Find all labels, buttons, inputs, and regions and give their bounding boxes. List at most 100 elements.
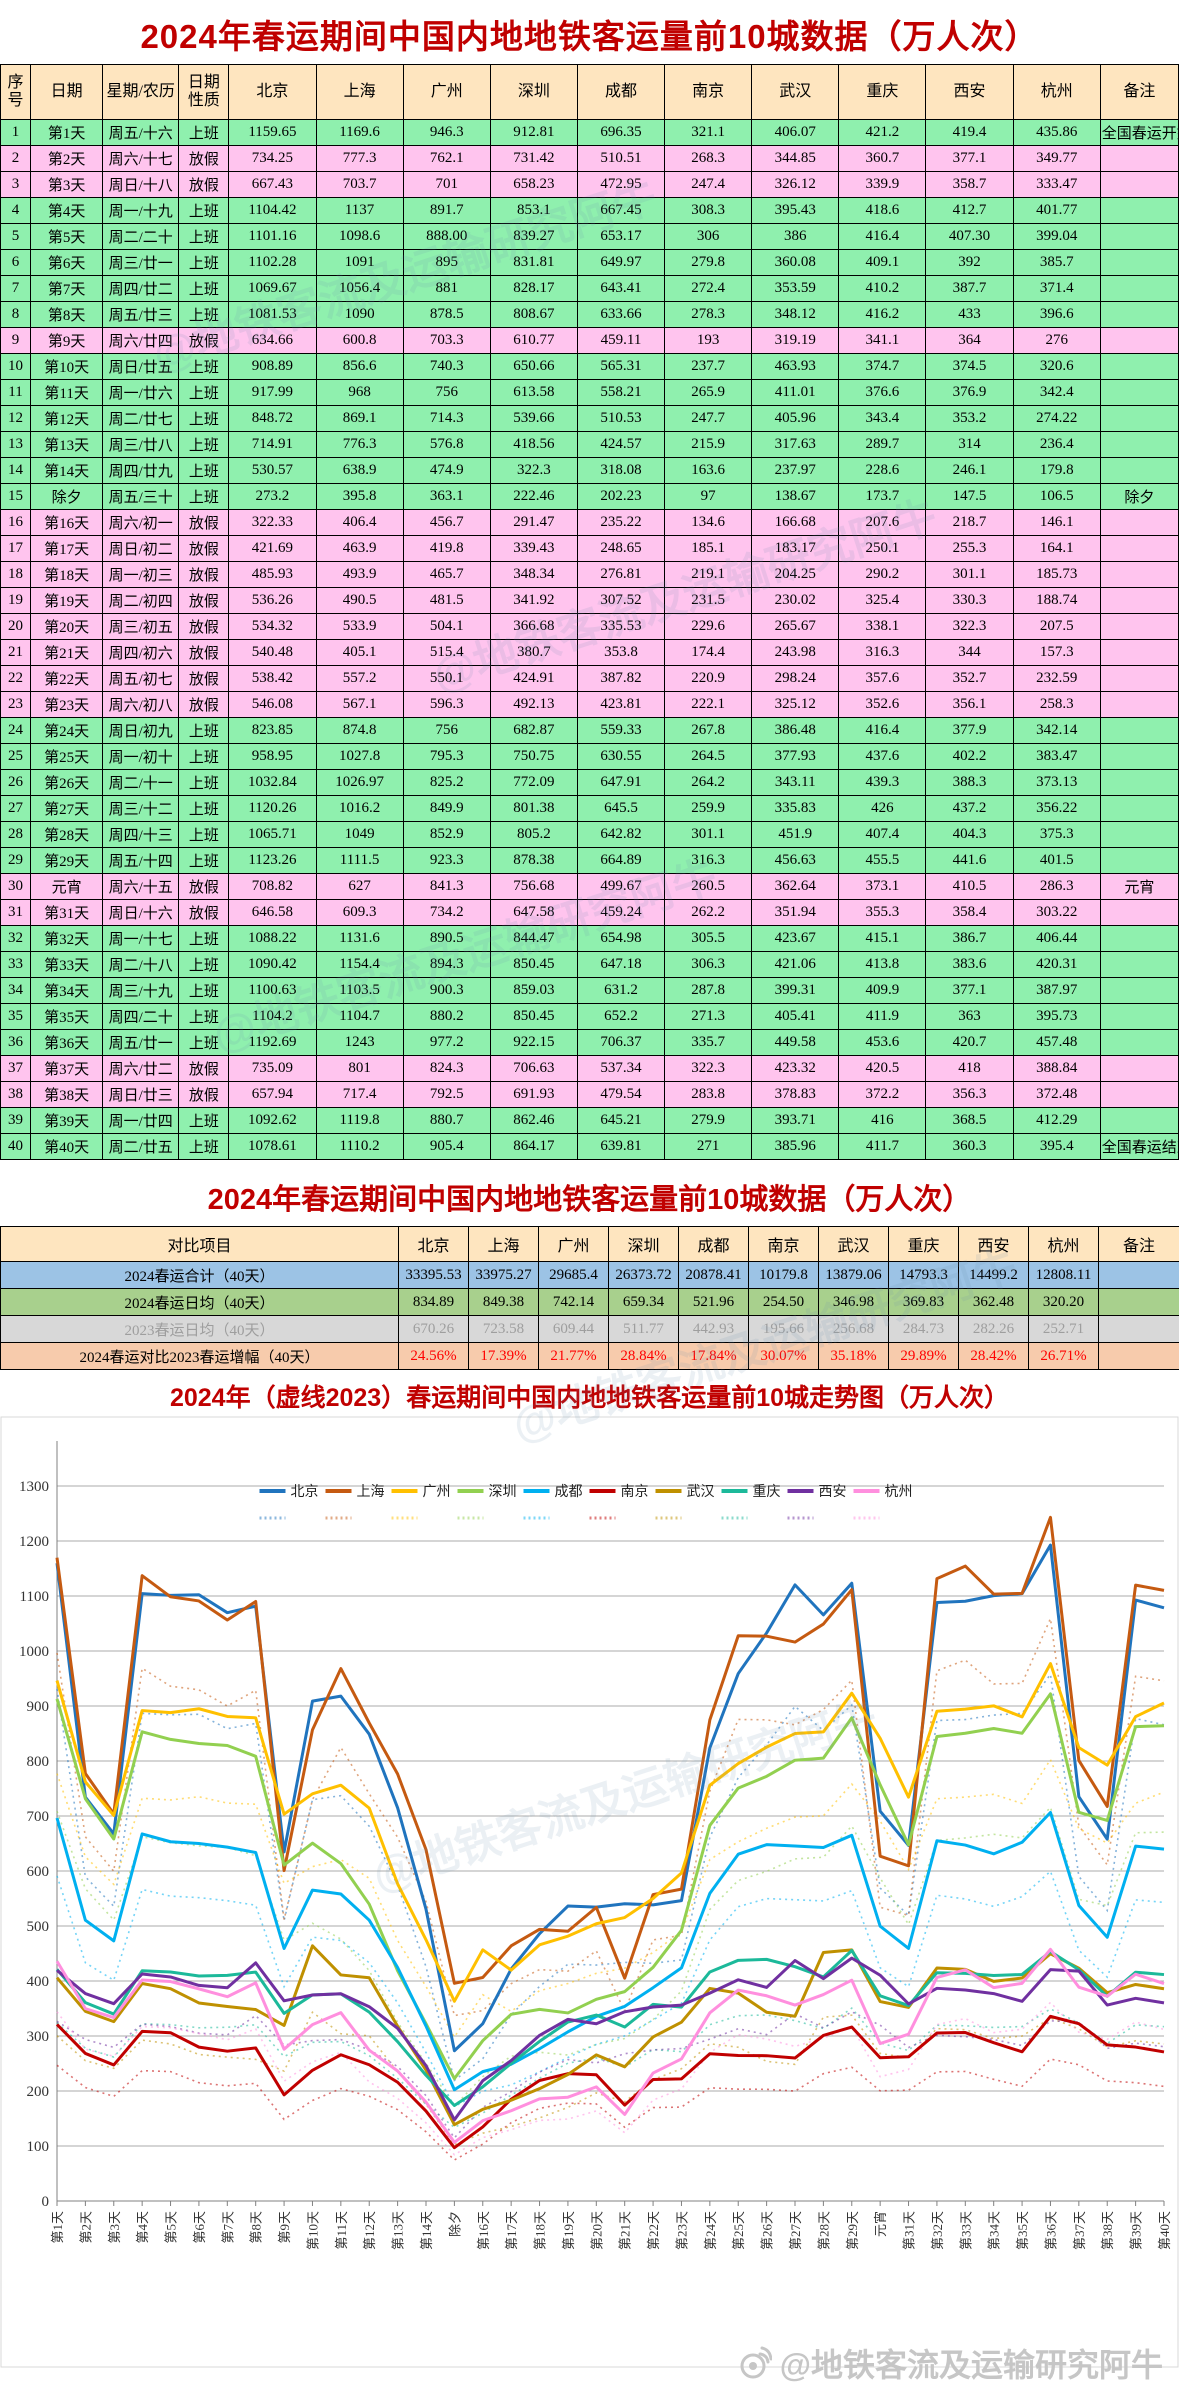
table-cell: 放假 xyxy=(178,327,230,354)
table-cell: 411.9 xyxy=(838,1003,927,1030)
table-cell: 457.48 xyxy=(1012,1029,1101,1056)
table-cell: 放假 xyxy=(178,587,230,614)
table-cell: 5 xyxy=(0,223,32,250)
table-cell: 周日/初九 xyxy=(102,717,180,744)
table-cell: 610.77 xyxy=(489,327,578,354)
table-cell: 第23天 xyxy=(30,691,104,718)
summary-cell: 2023春运日均（40天） xyxy=(0,1315,399,1343)
table-cell: 890.5 xyxy=(402,925,491,952)
table-row: 32 第32天 周一/十七 上班 1088.22 1131.6 890.5 844.47 654… xyxy=(0,925,1179,952)
svg-text:第1天: 第1天 xyxy=(50,2211,65,2244)
table-cell: 第10天 xyxy=(30,353,104,380)
summary-row: 2024春运合计（40天） 33395.53 33975.27 29685.4 2637… xyxy=(0,1261,1179,1289)
column-header: 序号 xyxy=(0,64,32,120)
table-cell: 232.59 xyxy=(1012,665,1101,692)
table-cell: 上班 xyxy=(178,353,230,380)
table-cell: 368.5 xyxy=(925,1107,1014,1134)
table-cell: 上班 xyxy=(178,197,230,224)
table-cell: 174.4 xyxy=(664,639,753,666)
table-cell: 492.13 xyxy=(489,691,578,718)
table-cell: 1159.65 xyxy=(228,119,317,146)
table-cell: 1103.5 xyxy=(315,977,404,1004)
summary-cell: 521.96 xyxy=(678,1288,749,1316)
summary-cell: 723.58 xyxy=(468,1315,539,1343)
table-cell: 352.7 xyxy=(925,665,1014,692)
table-cell: 421.06 xyxy=(751,951,840,978)
table-cell xyxy=(1099,431,1179,458)
summary-cell: 14499.2 xyxy=(958,1261,1029,1289)
table-cell: 146.1 xyxy=(1012,509,1101,536)
table-cell: 352.6 xyxy=(838,691,927,718)
table-cell: 405.1 xyxy=(315,639,404,666)
table-cell: 387.7 xyxy=(925,275,1014,302)
table-cell: 772.09 xyxy=(489,769,578,796)
table-cell: 35 xyxy=(0,1003,32,1030)
table-cell: 28 xyxy=(0,821,32,848)
table-cell: 325.12 xyxy=(751,691,840,718)
table-cell: 308.3 xyxy=(664,197,753,224)
table-cell: 853.1 xyxy=(489,197,578,224)
table-row: 10 第10天 周日/廿五 上班 908.89 856.6 740.3 650.66 565.3… xyxy=(0,353,1179,380)
table-cell: 除夕 xyxy=(1099,483,1179,510)
table-cell: 844.47 xyxy=(489,925,578,952)
table-cell: 423.81 xyxy=(576,691,666,718)
table-cell: 386 xyxy=(751,223,840,250)
table-cell: 405.41 xyxy=(751,1003,840,1030)
table-cell: 106.5 xyxy=(1012,483,1101,510)
table-cell: 放假 xyxy=(178,171,230,198)
table-cell: 放假 xyxy=(178,691,230,718)
table-cell: 534.32 xyxy=(228,613,317,640)
table-cell: 377.9 xyxy=(925,717,1014,744)
table-cell: 周三/十九 xyxy=(102,977,180,1004)
table-cell: 421.69 xyxy=(228,535,317,562)
table-cell: 330.3 xyxy=(925,587,1014,614)
svg-text:第3天: 第3天 xyxy=(107,2211,122,2244)
summary-cell: 24.56% xyxy=(398,1342,469,1370)
summary-cell xyxy=(1098,1261,1179,1289)
table-cell: 周六/十七 xyxy=(102,145,180,172)
table-cell: 上班 xyxy=(178,717,230,744)
table-cell: 23 xyxy=(0,691,32,718)
table-cell: 19 xyxy=(0,587,32,614)
svg-text:第9天: 第9天 xyxy=(277,2211,292,2244)
table-cell: 255.3 xyxy=(925,535,1014,562)
table-cell: 388.84 xyxy=(1012,1055,1101,1082)
table-cell: 339.43 xyxy=(489,535,578,562)
table-cell: 418.6 xyxy=(838,197,927,224)
table-cell: 538.42 xyxy=(228,665,317,692)
table-cell: 放假 xyxy=(178,1081,230,1108)
table-cell: 259.9 xyxy=(664,795,753,822)
table-cell: 795.3 xyxy=(402,743,491,770)
table-cell: 824.3 xyxy=(402,1055,491,1082)
table-cell: 977.2 xyxy=(402,1029,491,1056)
table-row: 11 第11天 周一/廿六 上班 917.99 968 756 613.58 558.21 265… xyxy=(0,379,1179,406)
table-cell: 420.31 xyxy=(1012,951,1101,978)
table-cell: 550.1 xyxy=(402,665,491,692)
table-cell: 第25天 xyxy=(30,743,104,770)
table-cell: 373.1 xyxy=(838,873,927,900)
table-cell: 24 xyxy=(0,717,32,744)
table-cell: 第18天 xyxy=(30,561,104,588)
table-cell: 上班 xyxy=(178,119,230,146)
table-cell xyxy=(1099,951,1179,978)
svg-text:1200: 1200 xyxy=(19,1534,49,1550)
table-cell: 401.5 xyxy=(1012,847,1101,874)
table-cell: 415.1 xyxy=(838,925,927,952)
table-cell: 325.4 xyxy=(838,587,927,614)
svg-text:1100: 1100 xyxy=(20,1589,49,1605)
summary-cell: 29685.4 xyxy=(538,1261,609,1289)
table-cell: 335.7 xyxy=(664,1029,753,1056)
table-cell: 185.1 xyxy=(664,535,753,562)
table-cell: 559.33 xyxy=(576,717,666,744)
table-cell: 643.41 xyxy=(576,275,666,302)
table-cell: 856.6 xyxy=(315,353,404,380)
table-cell: 上班 xyxy=(178,223,230,250)
table-cell: 864.17 xyxy=(489,1133,578,1160)
table-cell: 654.98 xyxy=(576,925,666,952)
table-cell: 31 xyxy=(0,899,32,926)
summary-cell: 252.71 xyxy=(1028,1315,1099,1343)
summary-cell: 659.34 xyxy=(608,1288,679,1316)
table-cell: 504.1 xyxy=(402,613,491,640)
table-cell: 第5天 xyxy=(30,223,104,250)
table-cell: 874.8 xyxy=(315,717,404,744)
